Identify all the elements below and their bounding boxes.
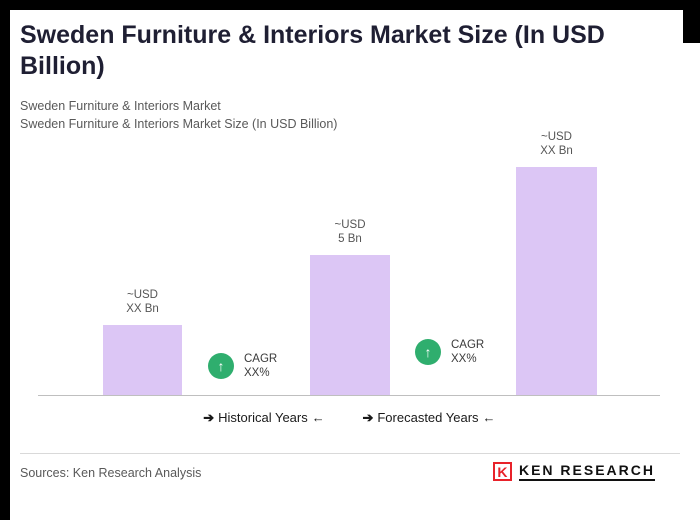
- up-arrow-circle-icon: ↑: [415, 339, 441, 365]
- ken-research-logo: K KEN RESEARCH: [492, 462, 655, 481]
- bar-forecast: [516, 167, 597, 395]
- bar-value-label: ~USD XX Bn: [126, 289, 159, 315]
- cagr-annotation-2: ↑ CAGR XX%: [415, 338, 484, 366]
- axis-label-text: Forecasted Years: [377, 410, 479, 425]
- footer-divider: [20, 453, 680, 454]
- bar-column-forecast: ~USD XX Bn: [516, 130, 597, 395]
- bar-column-historical-2: ~USD 5 Bn: [310, 218, 390, 395]
- black-frame-top: [0, 0, 700, 10]
- bar-value-label: ~USD 5 Bn: [334, 219, 366, 245]
- right-arrow-icon: ➔: [203, 410, 215, 425]
- sources-text: Sources: Ken Research Analysis: [20, 466, 202, 480]
- subtitle-line-2: Sweden Furniture & Interiors Market Size…: [20, 117, 338, 131]
- bar-value-label: ~USD XX Bn: [540, 131, 573, 157]
- bar-historical-2: [310, 255, 390, 395]
- black-frame-left: [0, 0, 10, 520]
- bar-historical-1: [103, 325, 182, 395]
- x-axis-group-historical: ➔ Historical Years ←: [199, 410, 329, 426]
- cagr-label: CAGR XX%: [244, 353, 278, 379]
- ken-research-logo-text: KEN RESEARCH: [518, 462, 655, 481]
- black-frame-corner: [683, 0, 700, 43]
- left-arrow-icon: ←: [482, 410, 496, 425]
- cagr-annotation-1: ↑ CAGR XX%: [208, 352, 277, 380]
- right-arrow-icon: ➔: [362, 410, 374, 425]
- bar-chart: ~USD XX Bn ~USD 5 Bn ~USD XX Bn ↑ CAGR X…: [38, 125, 660, 396]
- chart-subtitle: Sweden Furniture & Interiors Market Swed…: [20, 97, 337, 133]
- bar-column-historical-1: ~USD XX Bn: [103, 288, 182, 395]
- x-axis-group-forecast: ➔ Forecasted Years ←: [358, 410, 499, 426]
- subtitle-line-1: Sweden Furniture & Interiors Market: [20, 99, 221, 113]
- page-title: Sweden Furniture & Interiors Market Size…: [20, 21, 605, 80]
- up-arrow-circle-icon: ↑: [208, 353, 234, 379]
- ken-research-logo-icon: K: [492, 462, 512, 481]
- axis-label-text: Historical Years: [218, 410, 308, 425]
- left-arrow-icon: ←: [311, 410, 325, 425]
- cagr-label: CAGR XX%: [451, 339, 485, 365]
